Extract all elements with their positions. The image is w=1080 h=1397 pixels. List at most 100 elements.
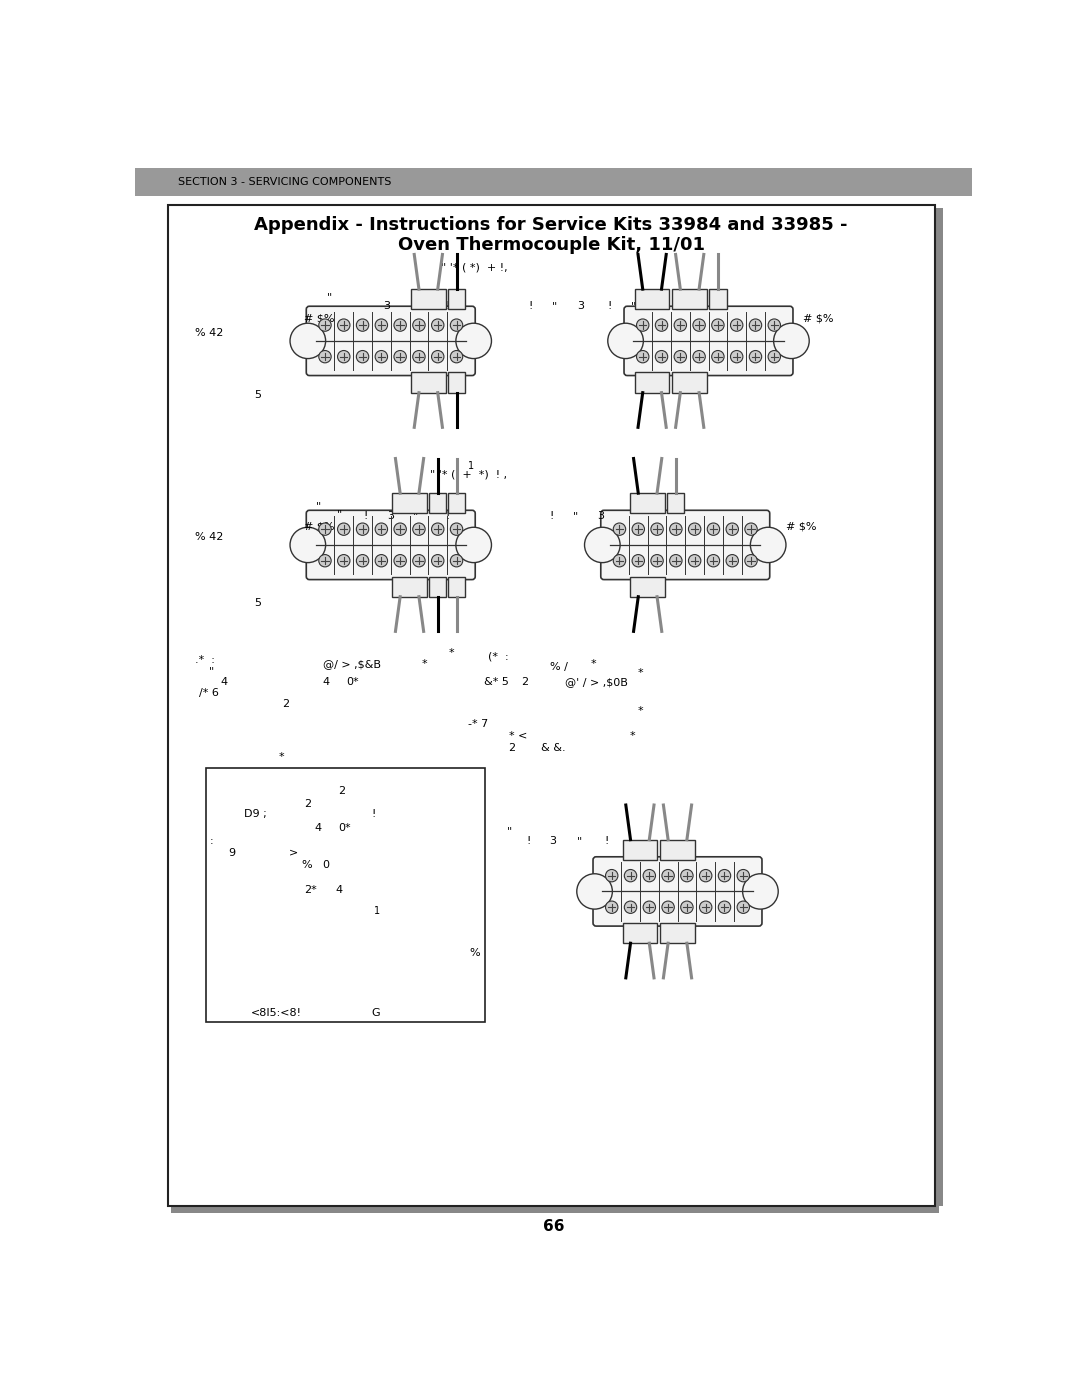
- Circle shape: [356, 555, 368, 567]
- Text: # $%: # $%: [804, 313, 834, 324]
- Circle shape: [450, 522, 462, 535]
- Circle shape: [375, 522, 388, 535]
- Bar: [448, 577, 465, 597]
- Bar: [935, 208, 943, 1206]
- Bar: [448, 493, 465, 513]
- Circle shape: [750, 319, 761, 331]
- Text: # $%: # $%: [786, 521, 816, 531]
- Text: 4: 4: [220, 678, 228, 687]
- Text: :: :: [211, 835, 214, 845]
- Text: 5: 5: [255, 598, 261, 608]
- Circle shape: [680, 901, 693, 914]
- Circle shape: [632, 555, 645, 567]
- Circle shape: [624, 869, 637, 882]
- Text: *: *: [630, 731, 635, 740]
- Text: # $%: # $%: [303, 521, 335, 531]
- Text: 3: 3: [597, 511, 605, 521]
- Text: 0*: 0*: [338, 823, 351, 833]
- Circle shape: [700, 869, 712, 882]
- Bar: [635, 289, 670, 309]
- Text: ": ": [337, 509, 341, 520]
- Circle shape: [624, 901, 637, 914]
- Circle shape: [670, 555, 683, 567]
- Text: G: G: [372, 1009, 380, 1018]
- Circle shape: [450, 351, 462, 363]
- Circle shape: [375, 555, 388, 567]
- Circle shape: [693, 351, 705, 363]
- Text: SECTION 3 - SERVICING COMPONENTS: SECTION 3 - SERVICING COMPONENTS: [177, 177, 391, 187]
- Bar: [392, 577, 427, 597]
- Text: *: *: [422, 659, 428, 669]
- Circle shape: [707, 522, 719, 535]
- Circle shape: [700, 901, 712, 914]
- Circle shape: [432, 351, 444, 363]
- Text: 66: 66: [543, 1220, 564, 1234]
- Bar: [392, 493, 427, 513]
- Text: 2: 2: [338, 787, 346, 796]
- Circle shape: [768, 351, 781, 363]
- Circle shape: [651, 555, 663, 567]
- Bar: [623, 840, 658, 861]
- Circle shape: [291, 527, 325, 563]
- Text: & &.: & &.: [541, 743, 566, 753]
- Circle shape: [413, 351, 426, 363]
- Text: >: >: [288, 848, 298, 858]
- Text: 3: 3: [383, 302, 390, 312]
- Text: (*  :: (* :: [488, 651, 509, 662]
- Bar: [411, 289, 446, 309]
- Circle shape: [450, 319, 462, 331]
- Circle shape: [643, 901, 656, 914]
- Bar: [667, 493, 685, 513]
- Circle shape: [688, 555, 701, 567]
- Text: @' / > ,$0B: @' / > ,$0B: [565, 678, 627, 687]
- Circle shape: [456, 323, 491, 359]
- Text: * <: * <: [509, 731, 527, 740]
- Text: !: !: [607, 302, 611, 312]
- FancyBboxPatch shape: [624, 306, 793, 376]
- Circle shape: [670, 522, 683, 535]
- Text: !: !: [550, 511, 554, 521]
- Text: ": ": [413, 511, 418, 521]
- Circle shape: [773, 323, 809, 359]
- Circle shape: [632, 522, 645, 535]
- Text: ": ": [507, 827, 512, 837]
- Circle shape: [338, 522, 350, 535]
- Circle shape: [356, 319, 368, 331]
- Text: 0: 0: [323, 861, 329, 870]
- Text: 9: 9: [228, 848, 235, 858]
- Circle shape: [375, 351, 388, 363]
- Text: *: *: [637, 707, 643, 717]
- Circle shape: [356, 522, 368, 535]
- Circle shape: [656, 319, 667, 331]
- Text: 2*: 2*: [303, 884, 316, 895]
- Text: Appendix - Instructions for Service Kits 33984 and 33985 -: Appendix - Instructions for Service Kits…: [255, 217, 848, 235]
- Bar: [673, 289, 707, 309]
- Circle shape: [680, 869, 693, 882]
- Text: ": ": [208, 666, 214, 676]
- Text: 5: 5: [255, 390, 261, 400]
- Circle shape: [291, 323, 325, 359]
- Circle shape: [338, 351, 350, 363]
- Text: *: *: [279, 753, 284, 763]
- Circle shape: [338, 319, 350, 331]
- FancyBboxPatch shape: [600, 510, 770, 580]
- Circle shape: [413, 319, 426, 331]
- Circle shape: [319, 555, 332, 567]
- Circle shape: [751, 527, 786, 563]
- Circle shape: [737, 901, 750, 914]
- Bar: [673, 373, 707, 393]
- Bar: [172, 1206, 939, 1214]
- Circle shape: [375, 319, 388, 331]
- Text: -* 7: -* 7: [469, 718, 488, 729]
- Text: 4: 4: [323, 678, 329, 687]
- Circle shape: [636, 319, 649, 331]
- Text: 2: 2: [303, 799, 311, 809]
- Circle shape: [413, 555, 426, 567]
- Circle shape: [394, 351, 406, 363]
- Text: @/ > ,$&B: @/ > ,$&B: [323, 659, 380, 669]
- Circle shape: [613, 522, 625, 535]
- Bar: [631, 577, 665, 597]
- Text: !: !: [372, 809, 376, 820]
- Text: *: *: [591, 659, 596, 669]
- Text: ": ": [577, 837, 582, 847]
